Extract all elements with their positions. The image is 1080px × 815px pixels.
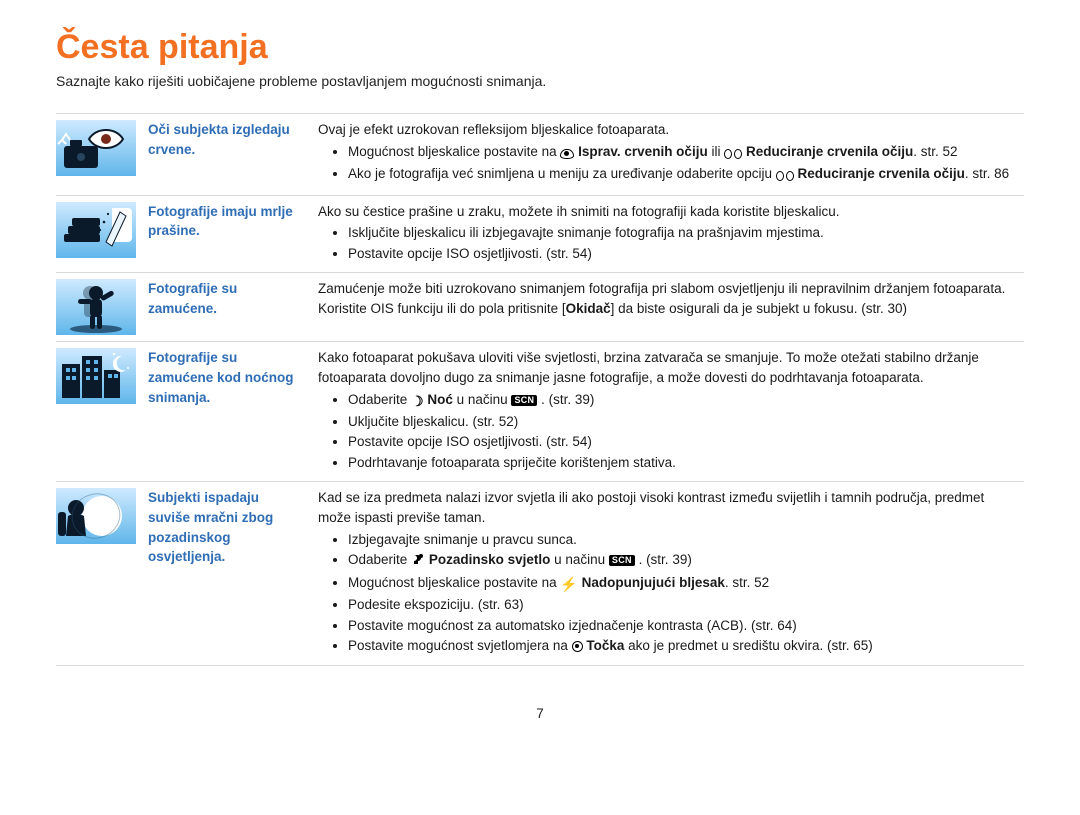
faq-icon-cell <box>56 273 142 342</box>
faq-bullet: Izbjegavajte snimanje u pravcu sunca. <box>348 530 1018 550</box>
bolt-icon: ⚡ <box>560 574 577 594</box>
eye-flash-icon <box>560 144 574 164</box>
faq-body-cell: Zamućenje može biti uzrokovano snimanjem… <box>312 273 1024 342</box>
faq-bullet-list: Izbjegavajte snimanje u pravcu sunca.Oda… <box>348 530 1018 656</box>
page-number: 7 <box>56 706 1024 721</box>
faq-table: Oči subjekta izgledaju crvene. Ovaj je ef… <box>56 113 1024 666</box>
spot-meter-icon <box>572 641 583 652</box>
faq-body-cell: Kako fotoaparat pokušava uloviti više sv… <box>312 342 1024 482</box>
moon-icon: ☽ <box>411 391 424 411</box>
backlight-mode-icon <box>411 552 425 572</box>
faq-body-cell: Kad se iza predmeta nalazi izvor svjetla… <box>312 482 1024 665</box>
faq-bullet: Odaberite Pozadinsko svjetlo u načinu SC… <box>348 550 1018 572</box>
faq-page: Česta pitanja Saznajte kako riješiti uob… <box>0 0 1080 721</box>
faq-row: Subjekti ispadaju suviše mračni zbog poz… <box>56 482 1024 665</box>
faq-bullet-list: Odaberite ☽ Noć u načinu SCN . (str. 39)… <box>348 390 1018 473</box>
faq-row-icon <box>56 279 136 335</box>
faq-row: Fotografije su zamućene.Zamućenje može b… <box>56 273 1024 342</box>
faq-bullet: Isključite bljeskalicu ili izbjegavajte … <box>348 223 1018 243</box>
faq-bullet: Podesite ekspoziciju. (str. 63) <box>348 595 1018 615</box>
faq-intro: Kako fotoaparat pokušava uloviti više sv… <box>318 348 1018 387</box>
faq-label: Fotografije imaju mrlje prašine. <box>142 195 312 273</box>
faq-label: Fotografije su zamućene. <box>142 273 312 342</box>
faq-label: Subjekti ispadaju suviše mračni zbog poz… <box>142 482 312 665</box>
faq-intro: Ako su čestice prašine u zraku, možete i… <box>318 202 1018 222</box>
faq-body-cell: Ako su čestice prašine u zraku, možete i… <box>312 195 1024 273</box>
faq-label: Fotografije su zamućene kod noćnog snima… <box>142 342 312 482</box>
faq-bullet: Ako je fotografija već snimljena u menij… <box>348 164 1018 186</box>
faq-row-icon <box>56 120 136 176</box>
faq-bullet: Mogućnost bljeskalice postavite na Ispra… <box>348 142 1018 164</box>
faq-bullet: Postavite opcije ISO osjetljivosti. (str… <box>348 244 1018 264</box>
faq-row-icon <box>56 488 136 544</box>
faq-intro: Zamućenje može biti uzrokovano snimanjem… <box>318 279 1018 318</box>
faq-icon-cell <box>56 482 142 665</box>
page-subtitle: Saznajte kako riješiti uobičajene proble… <box>56 73 1024 89</box>
faq-body-cell: Ovaj je efekt uzrokovan refleksijom blje… <box>312 114 1024 196</box>
faq-bullet: Postavite opcije ISO osjetljivosti. (str… <box>348 432 1018 452</box>
faq-bullet: Podrhtavanje fotoaparata spriječite kori… <box>348 453 1018 473</box>
faq-intro: Ovaj je efekt uzrokovan refleksijom blje… <box>318 120 1018 140</box>
scn-mode-icon: SCN <box>609 555 635 566</box>
faq-label: Oči subjekta izgledaju crvene. <box>142 114 312 196</box>
faq-bullet-list: Isključite bljeskalicu ili izbjegavajte … <box>348 223 1018 263</box>
faq-row: Oči subjekta izgledaju crvene. Ovaj je ef… <box>56 114 1024 196</box>
faq-bullet: Postavite mogućnost za automatsko izjedn… <box>348 616 1018 636</box>
eye-red-icon <box>776 166 794 186</box>
faq-icon-cell <box>56 114 142 196</box>
faq-bullet-list: Mogućnost bljeskalice postavite na Ispra… <box>348 142 1018 186</box>
faq-row: Fotografije su zamućene kod noćnog snima… <box>56 342 1024 482</box>
faq-bullet: Postavite mogućnost svjetlomjera na Točk… <box>348 636 1018 656</box>
faq-row: Fotografije imaju mrlje prašine. Ako su č… <box>56 195 1024 273</box>
page-title: Česta pitanja <box>56 28 1024 67</box>
eye-red-icon <box>724 144 742 164</box>
faq-row-icon <box>56 202 136 258</box>
faq-bullet: Odaberite ☽ Noć u načinu SCN . (str. 39) <box>348 390 1018 411</box>
faq-icon-cell <box>56 195 142 273</box>
faq-row-icon <box>56 348 136 404</box>
scn-mode-icon: SCN <box>511 395 537 406</box>
faq-bullet: Mogućnost bljeskalice postavite na ⚡ Nad… <box>348 573 1018 594</box>
faq-intro: Kad se iza predmeta nalazi izvor svjetla… <box>318 488 1018 527</box>
faq-bullet: Uključite bljeskalicu. (str. 52) <box>348 412 1018 432</box>
faq-icon-cell <box>56 342 142 482</box>
